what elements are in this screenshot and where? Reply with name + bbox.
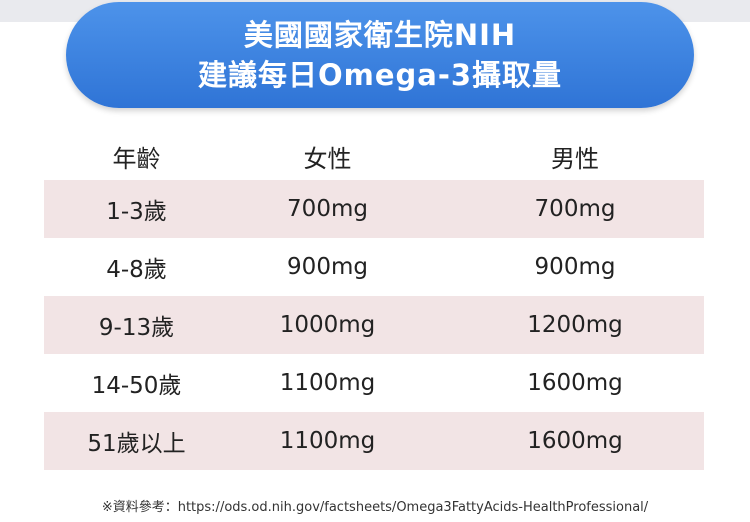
age-cell: 51歲以上 <box>87 431 186 457</box>
table-row: 9-13歲 1000mg 1200mg <box>44 296 704 354</box>
male-intake-cell: 1600mg <box>527 370 623 396</box>
intake-table: 年齡 女性 男性 1-3歲 700mg 700mg 4-8歲 900mg 900… <box>44 132 704 470</box>
male-intake-cell: 900mg <box>534 254 616 280</box>
male-intake-cell: 1600mg <box>527 428 623 454</box>
table-row: 1-3歲 700mg 700mg <box>44 180 704 238</box>
male-intake-cell: 700mg <box>534 196 616 222</box>
female-intake-cell: 1100mg <box>279 428 376 454</box>
age-cell: 1-3歲 <box>106 199 167 225</box>
title-line-1: 美國國家衛生院NIH <box>243 18 517 52</box>
source-footnote: ※資料參考：https://ods.od.nih.gov/factsheets/… <box>101 500 649 515</box>
header-female: 女性 <box>303 144 352 173</box>
header-male: 男性 <box>551 144 599 173</box>
table-row: 4-8歲 900mg 900mg <box>44 238 704 296</box>
table-row: 51歲以上 1100mg 1600mg <box>44 412 704 470</box>
title-line-2: 建議每日Omega-3攝取量 <box>197 58 563 92</box>
female-intake-cell: 900mg <box>287 254 368 280</box>
female-intake-cell: 1000mg <box>279 312 376 338</box>
age-cell: 9-13歲 <box>98 315 175 341</box>
header-age: 年齡 <box>112 144 161 173</box>
age-cell: 4-8歲 <box>106 257 167 283</box>
female-intake-cell: 1100mg <box>279 370 376 396</box>
table-row: 14-50歲 1100mg 1600mg <box>44 354 704 412</box>
male-intake-cell: 1200mg <box>527 312 623 338</box>
age-cell: 14-50歲 <box>91 373 182 399</box>
table-header-row: 年齡 女性 男性 <box>44 132 704 180</box>
female-intake-cell: 700mg <box>287 196 368 222</box>
title-banner: 美國國家衛生院NIH 建議每日Omega-3攝取量 <box>66 2 694 108</box>
